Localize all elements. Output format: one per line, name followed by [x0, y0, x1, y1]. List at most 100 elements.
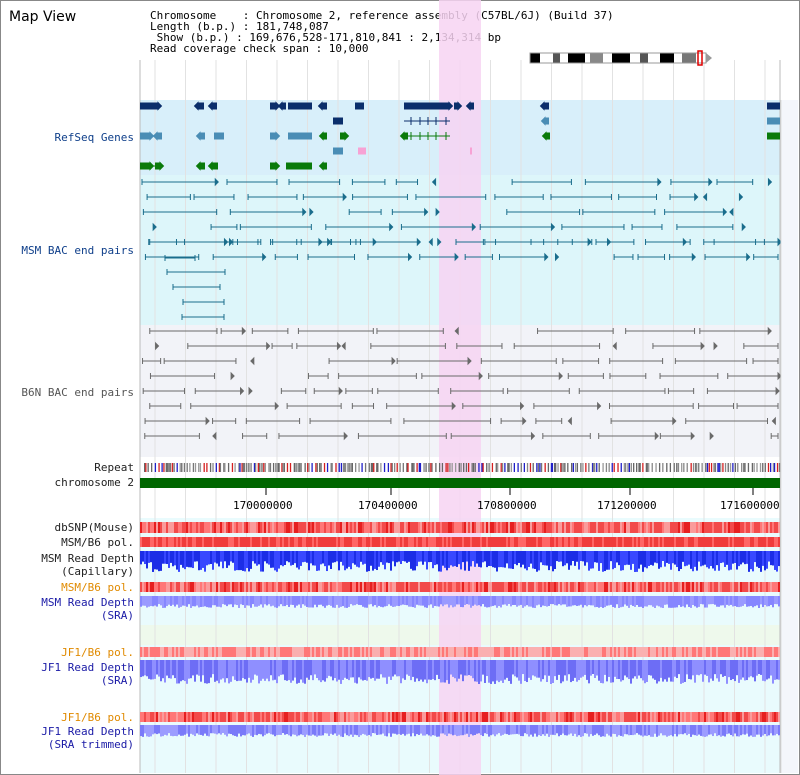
msm-b6-polymorphism: [378, 537, 380, 547]
msm-b6-polymorphism: [148, 537, 150, 547]
dbsnp-density: [680, 522, 682, 533]
msm-bac-end-marker: [702, 192, 708, 202]
repeat-element: [639, 463, 641, 472]
jf1-b6-polymorphism-trimmed: [722, 712, 724, 722]
jf1-read-depth-trimmed-bar: [432, 725, 434, 736]
jf1-read-depth-trimmed-bar: [600, 725, 602, 737]
msm-b6-polymorphism-sra: [272, 582, 274, 592]
msm-bac-label[interactable]: MSM BAC end pairs: [21, 244, 134, 257]
msm-b6-polymorphism-sra: [358, 582, 360, 592]
msm-b6-polymorphism-sra: [728, 582, 730, 592]
chromosome-label[interactable]: chromosome 2: [54, 476, 134, 489]
dbsnp-density: [306, 522, 308, 533]
msm-b6-polymorphism: [670, 537, 672, 547]
msm-b6-polymorphism-sra: [634, 582, 636, 592]
jf1-read-depth-trimmed-bar: [406, 725, 408, 735]
jf1-read-depth-trimmed-bar: [632, 725, 634, 736]
jf1-b6-polymorphism: [436, 647, 438, 657]
msm-bac-pair-arrow: [262, 252, 267, 262]
jf1-b6-polymorphism: [220, 647, 222, 657]
jf1-read-depth-sra-bar: [580, 660, 582, 678]
ideogram-band: [696, 53, 706, 63]
jf1-b6-polymorphism: [458, 647, 460, 657]
msm-read-depth-sra-bar: [654, 596, 656, 608]
b6n-bac-label[interactable]: B6N BAC end pairs: [21, 386, 134, 399]
repeat-element: [399, 463, 401, 472]
jf1-b6-polymorphism: [310, 647, 312, 657]
jf1-b6-polymorphism-trimmed: [190, 712, 192, 722]
jf1-read-depth-trimmed-bar: [566, 725, 568, 736]
dbsnp-label[interactable]: dbSNP(Mouse): [54, 521, 134, 534]
msm-b6-polymorphism: [258, 537, 260, 547]
jf1-read-depth-sra-bar: [636, 660, 638, 679]
msm-read-depth-capillary-bar: [352, 551, 354, 564]
jf1-read-depth-sra-bar: [752, 660, 754, 678]
jf1-read-depth-sra-bar: [482, 660, 484, 675]
msm-b6-polymorphism: [500, 537, 502, 547]
repeat-label[interactable]: Repeat: [94, 461, 134, 474]
jf1-b6-polymorphism-trimmed: [156, 712, 158, 722]
msm-read-depth-capillary-bar: [346, 551, 348, 569]
refseq-genes-label[interactable]: RefSeq Genes: [54, 131, 134, 144]
jf1-b6-polymorphism-trimmed: [766, 712, 768, 722]
jf1-read-depth-sra-bar: [576, 660, 578, 682]
msm-read-depth-sra-bar: [774, 596, 776, 605]
msm-read-depth-capillary-bar: [240, 551, 242, 571]
jf1-read-depth-trimmed-bar: [738, 725, 740, 737]
jf1-b6-polymorphism: [624, 647, 626, 657]
msm-read-depth-capillary-bar: [460, 551, 462, 570]
repeat-element: [364, 463, 367, 472]
jf1-read-depth-sra-bar: [736, 660, 738, 676]
msm-read-depth-sra-bar: [458, 596, 460, 605]
msm-read-depth-sra-bar: [600, 596, 602, 607]
msm-b6-polymorphism-sra: [172, 582, 174, 592]
msm-read-depth-capillary-label[interactable]: MSM Read Depth: [41, 552, 134, 565]
jf1-read-depth-trimmed-bar: [192, 725, 194, 735]
msm-b6-pol-label-1[interactable]: MSM/B6 pol.: [61, 536, 134, 549]
jf1-read-depth-sra-bar: [174, 660, 176, 679]
refseq-gene-exon: [198, 102, 204, 110]
msm-b6-polymorphism: [396, 537, 398, 547]
msm-b6-polymorphism-sra: [778, 582, 780, 592]
msm-b6-polymorphism-sra: [726, 582, 728, 592]
dbsnp-density: [696, 522, 698, 533]
msm-read-depth-capillary-bar: [222, 551, 224, 569]
msm-b6-polymorphism-sra: [766, 582, 768, 592]
jf1-read-depth-trim-label[interactable]: JF1 Read Depth: [41, 725, 134, 738]
jf1-b6-polymorphism-trimmed: [160, 712, 162, 722]
dbsnp-density: [776, 522, 778, 533]
jf1-b6-pol-label-1[interactable]: JF1/B6 pol.: [61, 646, 134, 659]
msm-read-depth-capillary-bar: [440, 551, 442, 572]
dbsnp-density: [474, 522, 476, 533]
msm-read-depth-capillary-bar: [294, 551, 296, 564]
dbsnp-density: [642, 522, 644, 533]
jf1-b6-polymorphism: [206, 647, 208, 657]
dbsnp-density: [212, 522, 214, 533]
jf1-read-depth-trimmed-bar: [258, 725, 260, 734]
msm-read-depth-sra-label[interactable]: MSM Read Depth: [41, 596, 134, 609]
repeat-element: [669, 463, 672, 472]
jf1-b6-pol-label-2[interactable]: JF1/B6 pol.: [61, 711, 134, 724]
jf1-b6-polymorphism-trimmed: [678, 712, 680, 722]
msm-read-depth-sra-bar: [694, 596, 696, 607]
dbsnp-density: [660, 522, 662, 533]
jf1-b6-polymorphism: [412, 647, 414, 657]
msm-read-depth-sra-bar: [724, 596, 726, 608]
jf1-read-depth-trimmed-bar: [364, 725, 366, 735]
msm-b6-polymorphism-sra: [206, 582, 208, 592]
msm-b6-pol-label-2[interactable]: MSM/B6 pol.: [61, 581, 134, 594]
dbsnp-density: [308, 522, 310, 533]
msm-read-depth-capillary-bar: [426, 551, 428, 570]
dbsnp-density: [570, 522, 572, 533]
msm-b6-polymorphism: [410, 537, 412, 547]
msm-b6-polymorphism: [298, 537, 300, 547]
msm-b6-polymorphism: [636, 537, 638, 547]
jf1-b6-polymorphism-trimmed: [192, 712, 194, 722]
jf1-read-depth-sra-bar: [426, 660, 428, 684]
jf1-b6-polymorphism-trimmed: [174, 712, 176, 722]
dbsnp-density: [566, 522, 568, 533]
jf1-b6-polymorphism-trimmed: [496, 712, 498, 722]
jf1-read-depth-sra-label[interactable]: JF1 Read Depth: [41, 661, 134, 674]
msm-read-depth-capillary-bar: [168, 551, 170, 568]
